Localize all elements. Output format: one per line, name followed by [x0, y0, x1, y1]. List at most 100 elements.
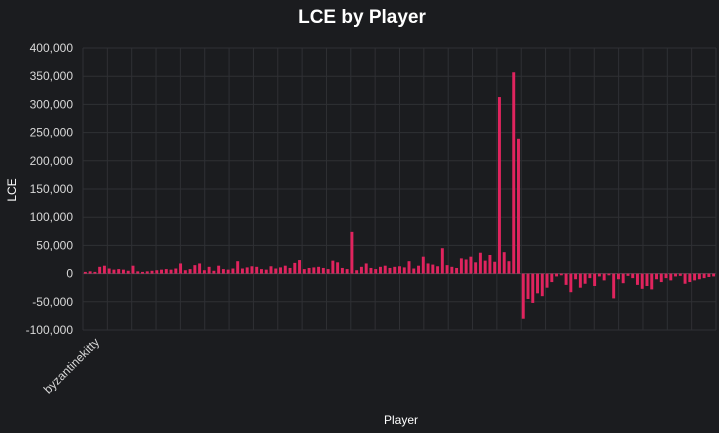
bar[interactable] — [450, 266, 454, 274]
bar[interactable] — [188, 269, 192, 274]
bar[interactable] — [707, 273, 711, 277]
bar[interactable] — [545, 273, 549, 288]
bar[interactable] — [602, 273, 606, 281]
bar[interactable] — [369, 267, 373, 274]
bar[interactable] — [402, 267, 406, 274]
bar[interactable] — [136, 271, 140, 274]
bar[interactable] — [574, 273, 578, 280]
bar[interactable] — [702, 273, 706, 279]
bar[interactable] — [540, 273, 544, 297]
bar[interactable] — [616, 273, 620, 280]
bar[interactable] — [712, 273, 716, 277]
bar[interactable] — [678, 273, 682, 276]
bar[interactable] — [331, 260, 335, 274]
bar[interactable] — [588, 273, 592, 279]
bar[interactable] — [488, 254, 492, 274]
bar[interactable] — [374, 269, 378, 274]
bar[interactable] — [183, 270, 187, 274]
bar[interactable] — [550, 273, 554, 283]
bar[interactable] — [302, 269, 306, 274]
bar[interactable] — [198, 263, 202, 274]
bar[interactable] — [393, 266, 397, 274]
bar[interactable] — [340, 267, 344, 274]
bar[interactable] — [417, 265, 421, 274]
bar[interactable] — [440, 248, 444, 274]
bar[interactable] — [117, 269, 121, 274]
bar[interactable] — [217, 265, 221, 274]
bar[interactable] — [107, 268, 111, 274]
bar[interactable] — [236, 261, 240, 274]
bar[interactable] — [669, 273, 673, 281]
bar[interactable] — [412, 268, 416, 274]
bar[interactable] — [350, 231, 354, 274]
bar[interactable] — [455, 267, 459, 274]
bar[interactable] — [664, 273, 668, 279]
bar[interactable] — [264, 269, 268, 274]
bar[interactable] — [583, 273, 587, 284]
bar[interactable] — [564, 273, 568, 285]
bar[interactable] — [88, 271, 92, 274]
bar[interactable] — [431, 264, 435, 274]
bar[interactable] — [250, 266, 254, 274]
bar[interactable] — [164, 269, 168, 274]
bar[interactable] — [483, 260, 487, 274]
bar[interactable] — [145, 271, 149, 274]
bar[interactable] — [231, 268, 235, 274]
bar[interactable] — [307, 267, 311, 274]
bar[interactable] — [507, 261, 511, 274]
bar[interactable] — [697, 273, 701, 280]
bar[interactable] — [298, 260, 302, 274]
bar[interactable] — [674, 273, 678, 277]
bar[interactable] — [464, 259, 468, 274]
bar[interactable] — [421, 256, 425, 274]
bar[interactable] — [493, 261, 497, 274]
bar[interactable] — [640, 273, 644, 289]
bar[interactable] — [650, 273, 654, 290]
bar[interactable] — [317, 266, 321, 274]
bar[interactable] — [260, 269, 263, 274]
bar[interactable] — [559, 273, 563, 276]
bar[interactable] — [312, 267, 316, 274]
bar[interactable] — [526, 273, 530, 299]
bar[interactable] — [212, 270, 216, 274]
bar[interactable] — [141, 271, 144, 274]
bar[interactable] — [121, 269, 125, 274]
bar[interactable] — [445, 265, 449, 274]
bar[interactable] — [274, 268, 278, 274]
bar[interactable] — [193, 265, 197, 274]
bar[interactable] — [612, 273, 616, 299]
bar[interactable] — [364, 263, 368, 274]
bar[interactable] — [93, 271, 97, 274]
bar[interactable] — [378, 266, 382, 274]
bar[interactable] — [160, 269, 163, 274]
bar[interactable] — [398, 266, 401, 274]
bar[interactable] — [555, 273, 559, 277]
bar[interactable] — [688, 273, 692, 283]
bar[interactable] — [293, 262, 297, 274]
bar[interactable] — [621, 273, 625, 284]
bar[interactable] — [245, 267, 249, 274]
bar[interactable] — [469, 256, 473, 274]
bar[interactable] — [174, 268, 178, 274]
bar[interactable] — [202, 270, 206, 274]
bar[interactable] — [635, 273, 639, 285]
bar[interactable] — [383, 265, 387, 274]
bar[interactable] — [569, 273, 573, 293]
bar[interactable] — [693, 273, 697, 281]
bar[interactable] — [269, 266, 273, 274]
bar[interactable] — [478, 252, 482, 274]
bar[interactable] — [683, 273, 687, 284]
bar[interactable] — [502, 252, 506, 274]
bar[interactable] — [179, 263, 183, 274]
bar[interactable] — [221, 269, 225, 274]
bar[interactable] — [345, 269, 349, 274]
bar[interactable] — [388, 267, 392, 274]
bar[interactable] — [517, 138, 520, 274]
bar[interactable] — [578, 273, 582, 288]
bar[interactable] — [355, 270, 359, 274]
bar[interactable] — [459, 258, 463, 274]
bar[interactable] — [659, 273, 663, 283]
bar[interactable] — [98, 266, 102, 274]
bar[interactable] — [359, 266, 363, 274]
bar[interactable] — [474, 262, 478, 274]
